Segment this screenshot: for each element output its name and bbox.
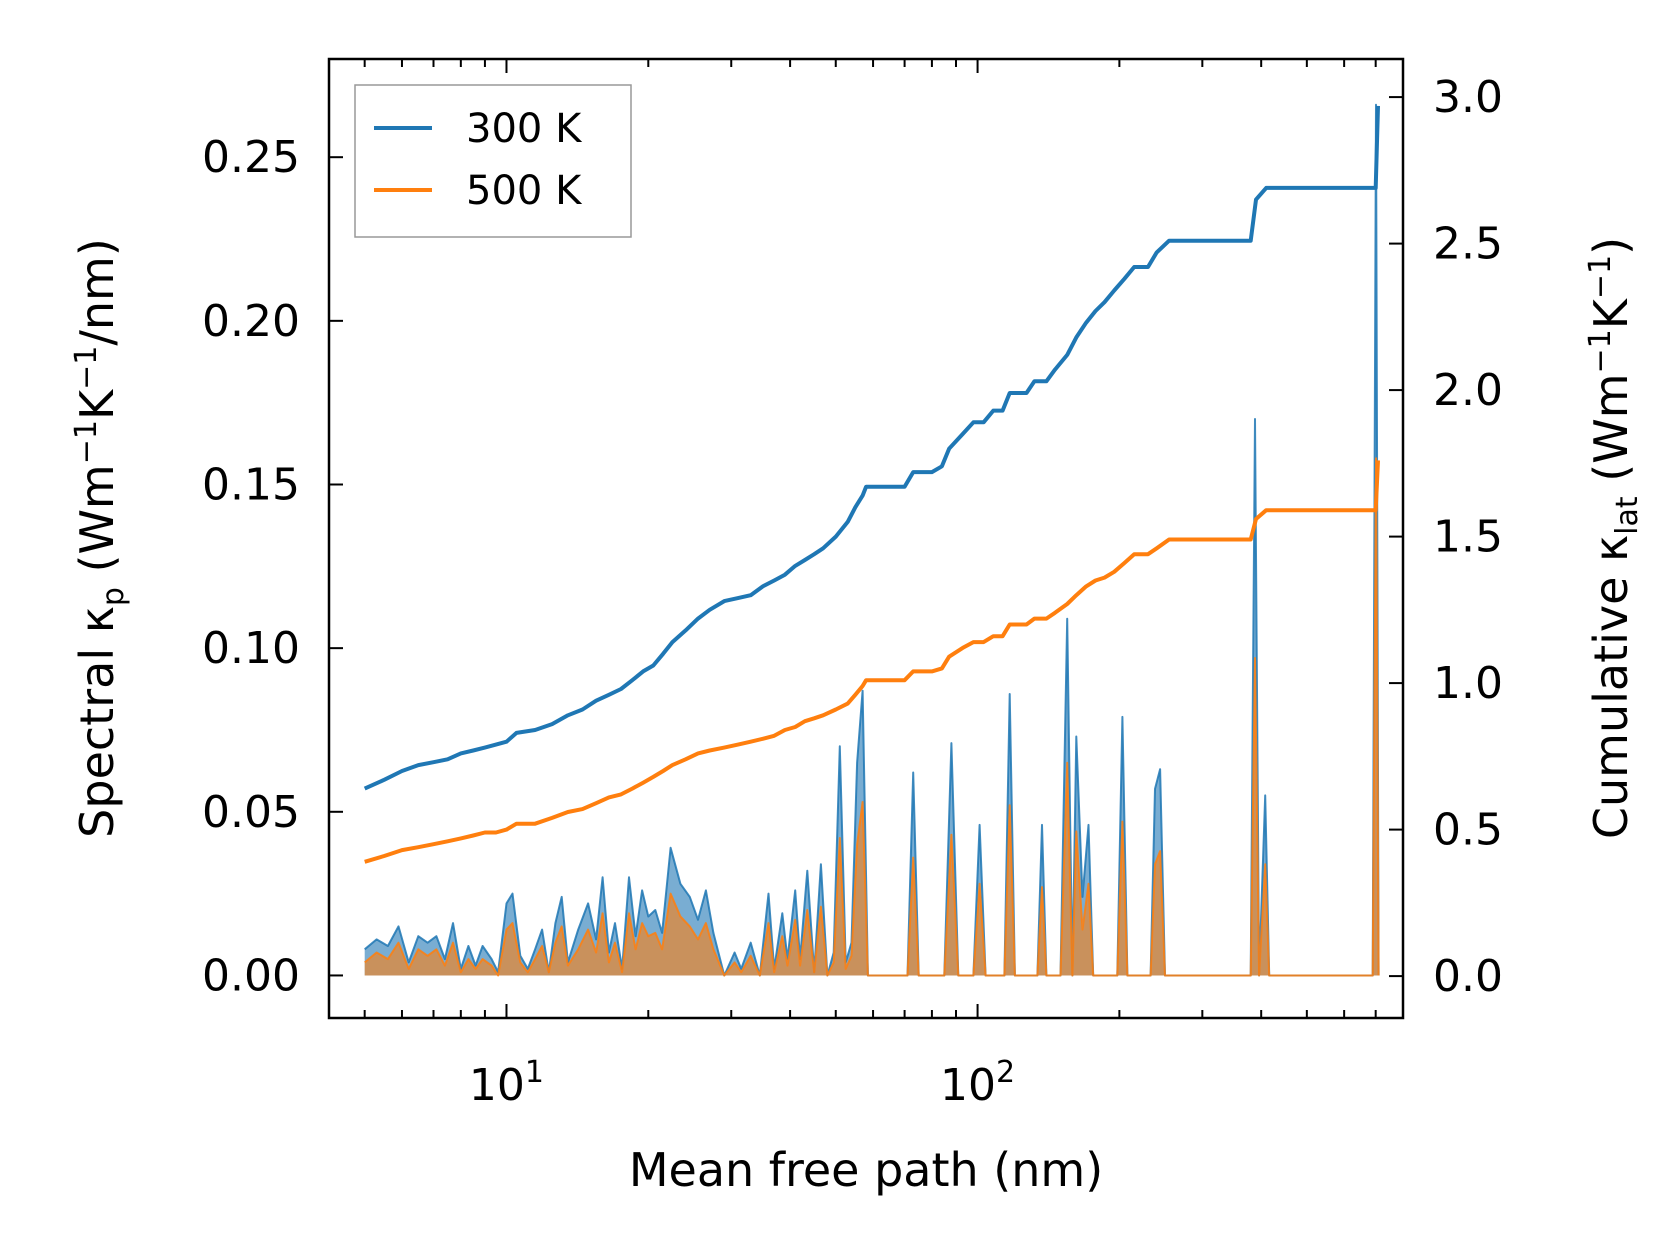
x-tick-labels: 101 102 [469, 1055, 1015, 1111]
left-y-tick-label: 0.00 [202, 950, 300, 1001]
cumulative-line-500k [364, 460, 1380, 864]
legend-label-300k: 300 K [466, 106, 583, 152]
axes-frame [327, 57, 1405, 1020]
left-y-tick-label: 0.20 [202, 296, 300, 347]
right-y-tick-label: 0.0 [1433, 951, 1503, 1002]
right-y-tick-label: 2.0 [1433, 365, 1503, 416]
left-y-tick-label: 0.25 [202, 132, 300, 183]
spectral-layer [364, 103, 1380, 977]
right-y-tick-label: 1.5 [1433, 512, 1503, 563]
legend-label-500k: 500 K [466, 168, 583, 214]
x-tick-label: 102 [940, 1055, 1015, 1111]
x-axis-label: Mean free path (nm) [629, 1143, 1103, 1197]
left-y-tick-label: 0.05 [202, 787, 300, 838]
cumulative-line-300k [363, 105, 1380, 791]
right-y-tick-label: 2.5 [1433, 219, 1503, 270]
legend-box [354, 84, 632, 238]
right-y-tick-label: 3.0 [1433, 72, 1503, 123]
spectral-line-300k [364, 103, 1380, 977]
x-tick-label: 101 [469, 1055, 544, 1111]
spectral-line-500k [364, 457, 1380, 977]
left-y-tick-label: 0.15 [202, 459, 300, 510]
right-y-tick-label: 0.5 [1433, 805, 1503, 856]
right-y-axis-label: Cumulative κlat (Wm−1K−1) [1583, 237, 1645, 839]
tick-layer [329, 59, 1404, 1018]
cumulative-layer [363, 105, 1380, 864]
right-y-tick-labels: 0.0 0.5 1.0 1.5 2.0 2.5 3.0 [1433, 72, 1503, 1002]
left-y-tick-labels: 0.00 0.05 0.10 0.15 0.20 0.25 [202, 132, 300, 1001]
left-y-tick-label: 0.10 [202, 623, 300, 674]
legend: 300 K 500 K [354, 84, 632, 238]
right-y-tick-label: 1.0 [1433, 658, 1503, 709]
left-y-axis-label: Spectral κp (Wm−1K−1/nm) [69, 238, 131, 838]
